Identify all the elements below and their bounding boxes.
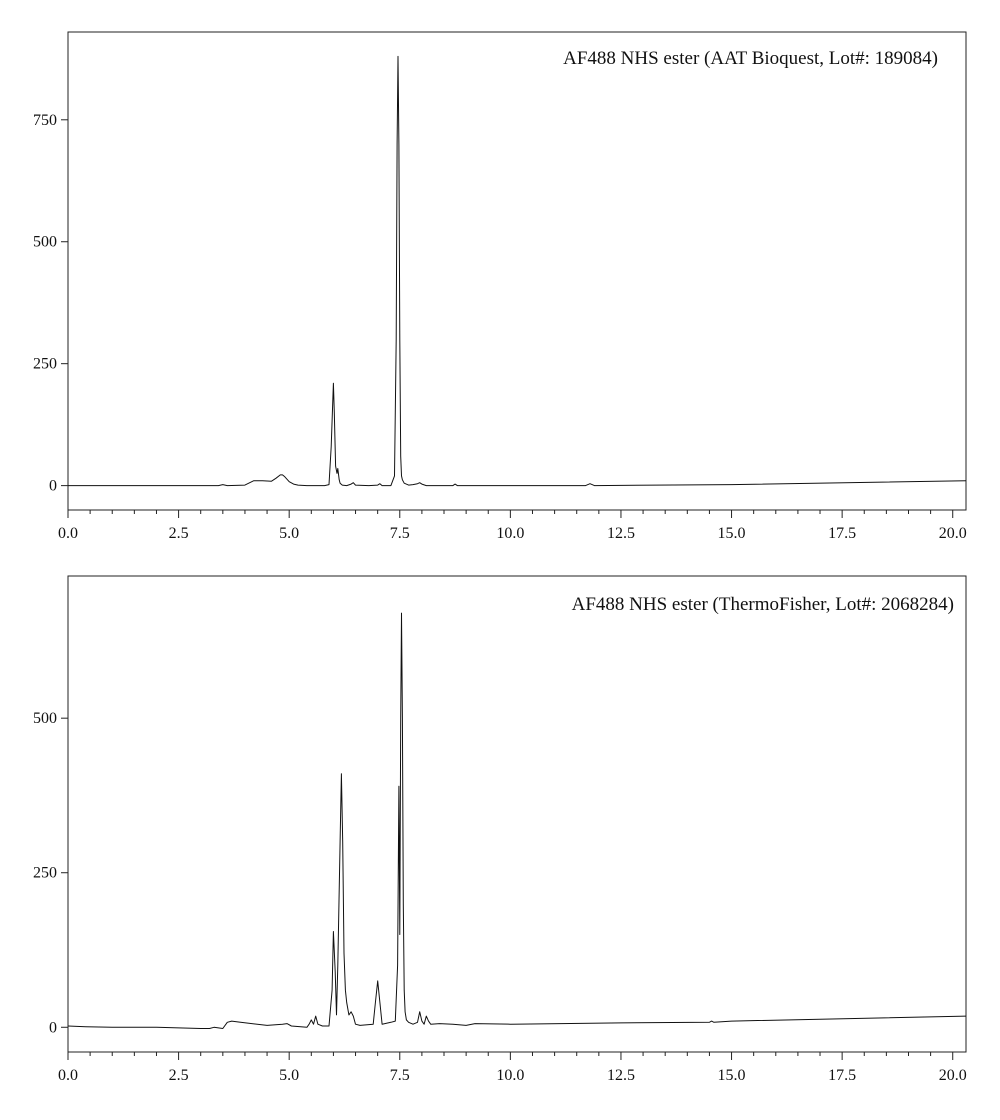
- y-tick-label: 500: [33, 234, 57, 251]
- x-tick-label: 10.0: [496, 1067, 524, 1084]
- chromatogram-trace: [68, 55, 967, 487]
- x-tick-label: 17.5: [828, 525, 856, 542]
- y-tick-label: 0: [49, 478, 57, 495]
- chart-thermofisher: 0.0 2.5 5.0 7.5 10.0 12.5 15.0 17.5 20.0 0 250 500 A…: [33, 575, 967, 1084]
- x-tick-label: 15.0: [718, 525, 746, 542]
- x-tick-label: 20.0: [939, 1067, 967, 1084]
- chart-title: AF488 NHS ester (ThermoFisher, Lot#: 206…: [572, 594, 954, 615]
- x-tick-label: 2.5: [169, 525, 189, 542]
- x-tick-label: 2.5: [169, 1067, 189, 1084]
- chart-aat-bioquest: 0.0 2.5 5.0 7.5 10.0 12.5 15.0 17.5 20.0 0 250 500 7…: [33, 31, 967, 542]
- x-tick-label: 15.0: [718, 1067, 746, 1084]
- x-tick-label: 7.5: [390, 1067, 410, 1084]
- chart-title: AF488 NHS ester (AAT Bioquest, Lot#: 189…: [563, 48, 938, 69]
- plot-frame: [67, 575, 967, 1053]
- y-tick-label: 500: [33, 710, 57, 727]
- x-tick-label: 0.0: [58, 525, 78, 542]
- y-tick-label: 750: [33, 112, 57, 129]
- plot-frame: [67, 31, 967, 511]
- chromatogram-trace: [67, 612, 967, 1029]
- y-tick-label: 250: [33, 865, 57, 882]
- x-tick-label: 7.5: [390, 525, 410, 542]
- x-tick-label: 12.5: [607, 525, 635, 542]
- x-tick-label: 20.0: [939, 525, 967, 542]
- x-tick-label: 10.0: [496, 525, 524, 542]
- x-tick-label: 12.5: [607, 1067, 635, 1084]
- y-tick-label: 250: [33, 356, 57, 373]
- x-tick-label: 0.0: [58, 1067, 78, 1084]
- x-tick-label: 17.5: [828, 1067, 856, 1084]
- x-tick-label: 5.0: [279, 525, 299, 542]
- x-tick-label: 5.0: [279, 1067, 299, 1084]
- y-tick-label: 0: [49, 1019, 57, 1036]
